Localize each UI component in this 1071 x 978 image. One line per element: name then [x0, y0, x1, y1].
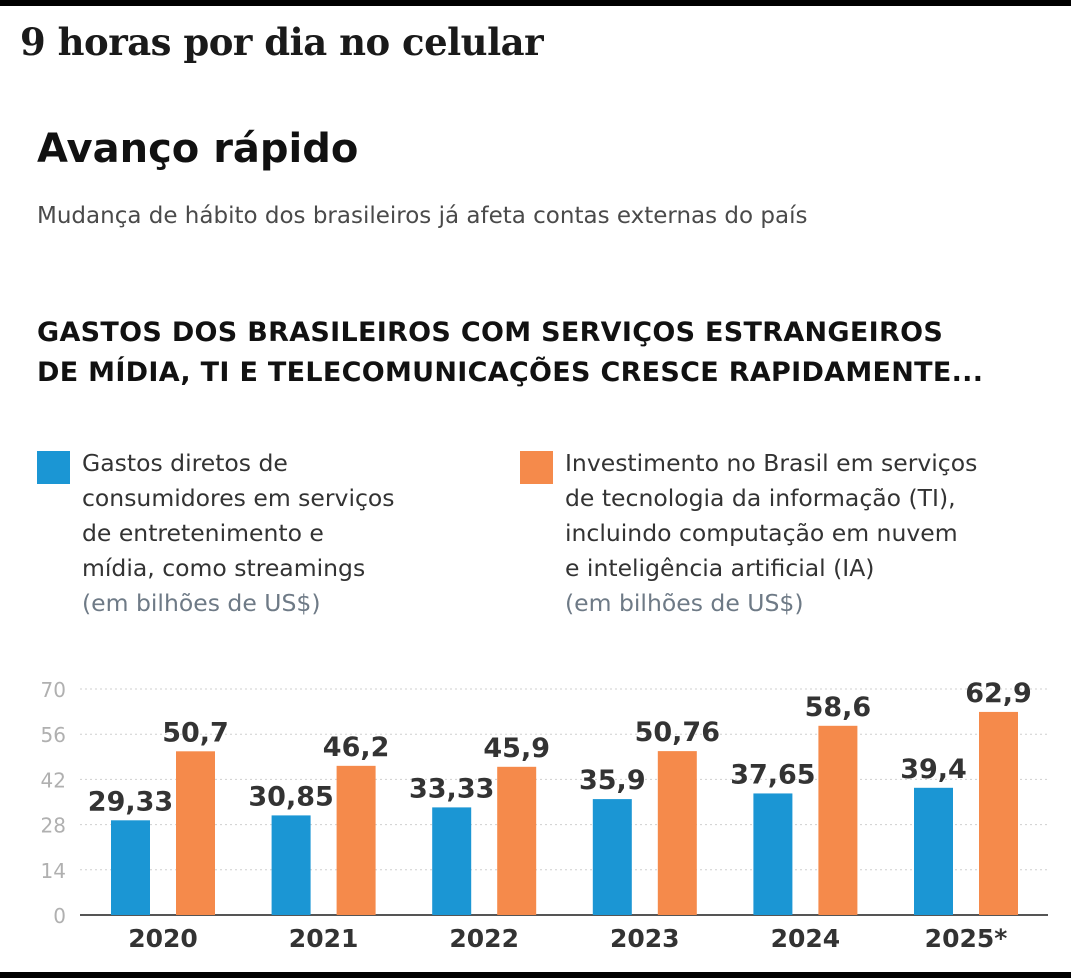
chart-title-line: GASTOS DOS BRASILEIROS COM SERVIÇOS ESTR…: [37, 317, 944, 348]
data-label: 39,4: [900, 754, 967, 785]
bar-chart: 0 14 28 42 56 70 29,33 50,7 2020 30,85 46,2 2021 33,…: [41, 678, 1048, 953]
data-label: 50,76: [635, 717, 720, 748]
article-headline: 9 horas por dia no celular: [20, 20, 544, 64]
data-label: 45,9: [483, 733, 550, 764]
y-tick-label: 70: [41, 678, 66, 702]
legend-swatch-orange: [520, 451, 553, 484]
data-label: 30,85: [248, 781, 333, 812]
bar: [753, 793, 793, 915]
bar: [111, 820, 150, 915]
data-label: 29,33: [88, 786, 173, 817]
x-tick-label: 2020: [128, 924, 198, 953]
bar: [497, 766, 537, 915]
x-tick-label: 2024: [771, 924, 841, 953]
legend-unit: (em bilhões de US$): [82, 589, 321, 617]
y-tick-label: 42: [41, 768, 66, 792]
data-label: 33,33: [409, 773, 494, 804]
x-tick-label: 2025*: [925, 924, 1008, 953]
legend-label: Gastos diretos de consumidores em serviç…: [82, 449, 395, 582]
data-label: 58,6: [805, 692, 872, 723]
y-tick-label: 56: [41, 723, 66, 747]
bar: [271, 815, 311, 915]
bar: [176, 751, 215, 915]
data-label: 46,2: [323, 732, 390, 763]
chart-heading: Avanço rápido: [37, 126, 359, 172]
legend-unit: (em bilhões de US$): [565, 589, 804, 617]
y-tick-label: 14: [41, 859, 66, 883]
data-label: 37,65: [730, 759, 815, 790]
y-tick-label: 0: [53, 904, 66, 928]
legend-swatch-blue: [37, 451, 70, 484]
bar: [657, 751, 697, 915]
chart-title-line: DE MÍDIA, TI E TELECOMUNICAÇÕES CRESCE R…: [37, 357, 984, 388]
chart-title: GASTOS DOS BRASILEIROS COM SERVIÇOS ESTR…: [37, 313, 1057, 393]
x-tick-label: 2023: [610, 924, 680, 953]
data-label: 50,7: [162, 717, 229, 748]
bar: [914, 787, 953, 915]
chart-subtitle: Mudança de hábito dos brasileiros já afe…: [37, 203, 808, 229]
x-tick-label: 2022: [449, 924, 519, 953]
bar: [818, 725, 858, 915]
article-card: 9 horas por dia no celular Avanço rápido…: [0, 6, 1071, 972]
data-label: 35,9: [579, 765, 646, 796]
bar: [592, 799, 632, 915]
legend-label: Investimento no Brasil em serviços de te…: [565, 449, 978, 582]
bar: [336, 765, 376, 915]
y-tick-label: 28: [41, 814, 66, 838]
data-label: 62,9: [965, 678, 1032, 709]
x-tick-label: 2021: [289, 924, 359, 953]
bar: [432, 807, 472, 915]
bar: [979, 711, 1018, 915]
